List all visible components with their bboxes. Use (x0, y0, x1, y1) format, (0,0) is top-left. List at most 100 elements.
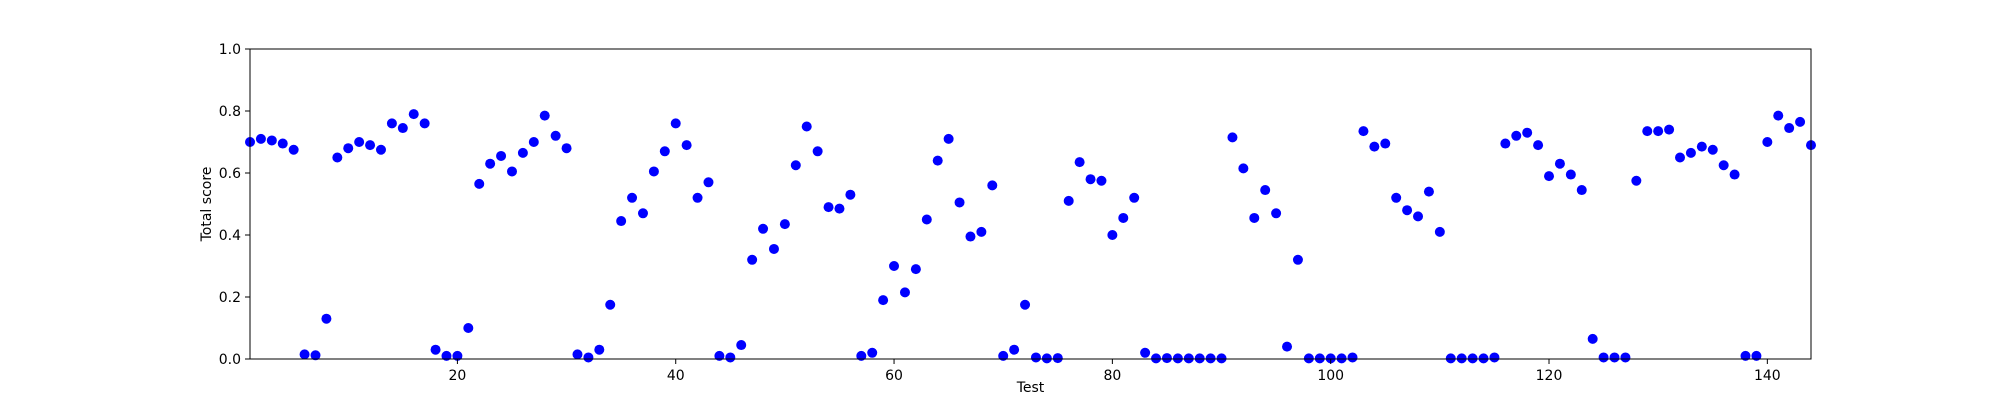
data-points (245, 109, 1816, 364)
data-point (1751, 350, 1762, 361)
data-point (616, 216, 627, 227)
data-point (354, 137, 365, 147)
data-point (1140, 347, 1151, 358)
y-tick-label: 0.2 (219, 290, 241, 306)
data-point (1303, 353, 1314, 364)
data-point (1085, 174, 1096, 185)
data-point (790, 160, 801, 171)
x-tick-label: 20 (448, 368, 466, 384)
data-point (1194, 353, 1205, 364)
data-point (1587, 333, 1598, 344)
data-point (637, 208, 648, 219)
data-point (965, 231, 976, 242)
data-point (343, 143, 354, 154)
data-point (812, 146, 823, 157)
data-point (1784, 123, 1795, 134)
data-point (801, 121, 812, 132)
data-point (517, 147, 528, 158)
data-point (1762, 137, 1773, 147)
data-point (1533, 140, 1544, 151)
data-point (1205, 353, 1216, 364)
data-point (1380, 138, 1391, 149)
data-point (1096, 175, 1107, 186)
data-point (1227, 132, 1238, 143)
data-point (1740, 350, 1751, 361)
data-point (1773, 110, 1784, 121)
data-point (899, 287, 910, 298)
data-point (266, 135, 277, 146)
data-point (1030, 352, 1041, 363)
data-point (1478, 353, 1489, 364)
data-point (943, 133, 954, 144)
data-point (1434, 226, 1445, 237)
data-point (1009, 344, 1020, 355)
data-point (496, 150, 507, 161)
data-point (1489, 352, 1500, 363)
data-point (1325, 353, 1336, 364)
data-point (648, 166, 659, 177)
data-point (1718, 160, 1729, 171)
data-point (485, 158, 496, 169)
data-point (1183, 353, 1194, 364)
data-point (1500, 138, 1511, 149)
x-tick-label: 40 (667, 368, 685, 384)
y-tick-label: 0.6 (219, 166, 241, 182)
data-point (1402, 205, 1413, 216)
data-point (277, 138, 288, 149)
data-point (823, 202, 834, 213)
data-point (1642, 126, 1653, 137)
data-point (1260, 185, 1271, 196)
data-point (332, 152, 343, 163)
data-point (1795, 116, 1806, 127)
data-point (976, 226, 987, 237)
x-tick-label: 100 (1317, 368, 1344, 384)
data-point (1118, 212, 1129, 223)
data-point (1271, 208, 1282, 219)
data-point (878, 295, 889, 306)
data-point (659, 146, 670, 157)
data-point (583, 352, 594, 363)
data-point (1020, 299, 1031, 310)
data-point (1216, 353, 1227, 364)
data-point (1369, 141, 1380, 152)
y-tick-label: 0.0 (219, 352, 241, 368)
data-point (758, 223, 769, 234)
data-point (1445, 353, 1456, 364)
data-point (1653, 126, 1664, 137)
data-point (528, 137, 539, 147)
plot-area-frame (249, 48, 1812, 360)
y-axis-label: Total score (199, 167, 215, 243)
data-point (321, 313, 332, 324)
data-point (1554, 158, 1565, 169)
y-tick-label: 1.0 (219, 42, 241, 58)
data-point (397, 123, 408, 134)
data-point (1161, 353, 1172, 364)
data-point (725, 352, 736, 363)
data-point (681, 140, 692, 151)
x-tick-label: 80 (1103, 368, 1121, 384)
data-point (1696, 141, 1707, 152)
data-point (1358, 126, 1369, 137)
data-point (1107, 230, 1118, 240)
data-point (1685, 147, 1696, 158)
data-point (288, 144, 299, 155)
x-tick-label: 60 (885, 368, 903, 384)
data-point (1063, 195, 1074, 206)
data-point (1544, 171, 1555, 182)
data-point (856, 350, 867, 361)
data-point (419, 118, 430, 129)
data-point (921, 214, 932, 225)
data-point (1511, 130, 1522, 141)
data-point (1675, 152, 1686, 163)
data-point (1467, 353, 1478, 364)
data-point (561, 143, 572, 154)
data-point (1151, 353, 1162, 364)
y-axis-ticks: 0.0 0.2 0.4 0.6 0.8 1.0 (219, 42, 250, 368)
data-point (1052, 353, 1063, 364)
x-tick-label: 140 (1754, 368, 1781, 384)
data-point (1729, 169, 1740, 180)
data-point (1565, 169, 1576, 180)
data-point (1249, 212, 1260, 223)
data-point (1456, 353, 1467, 364)
